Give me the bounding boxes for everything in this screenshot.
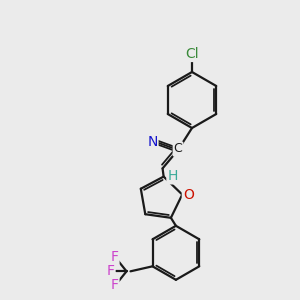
Text: Cl: Cl bbox=[185, 47, 199, 61]
Text: N: N bbox=[147, 136, 158, 149]
Text: F: F bbox=[110, 278, 118, 292]
Text: F: F bbox=[106, 264, 115, 278]
Text: F: F bbox=[110, 250, 118, 264]
Text: C: C bbox=[174, 142, 182, 155]
Text: H: H bbox=[167, 169, 178, 183]
Text: O: O bbox=[183, 188, 194, 202]
